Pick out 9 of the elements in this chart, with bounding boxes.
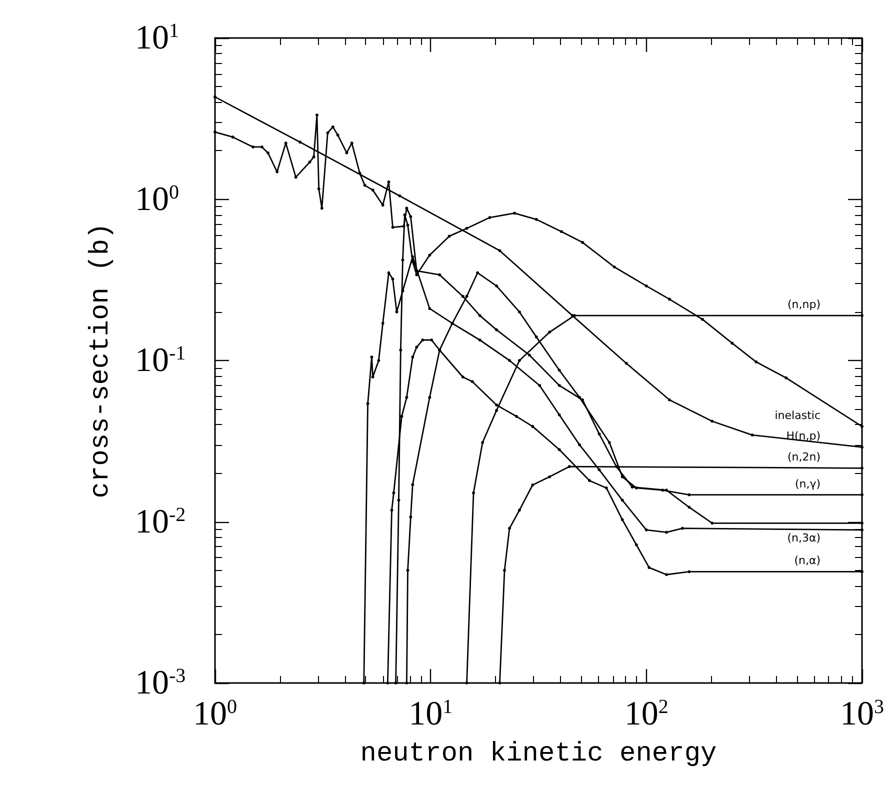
x-axis-title: neutron kinetic energy — [360, 740, 717, 770]
series-label: inelastic — [774, 408, 820, 422]
series-label: H(n,p) — [786, 430, 820, 443]
series-label: (n,γ) — [794, 477, 820, 490]
y-axis-title: cross-section (b) — [86, 222, 116, 498]
series-label: (n,3α) — [787, 531, 820, 544]
series-label: (n,α) — [794, 554, 820, 568]
series-label: (n,np) — [787, 298, 820, 312]
series-label: (n,2n) — [787, 450, 820, 464]
